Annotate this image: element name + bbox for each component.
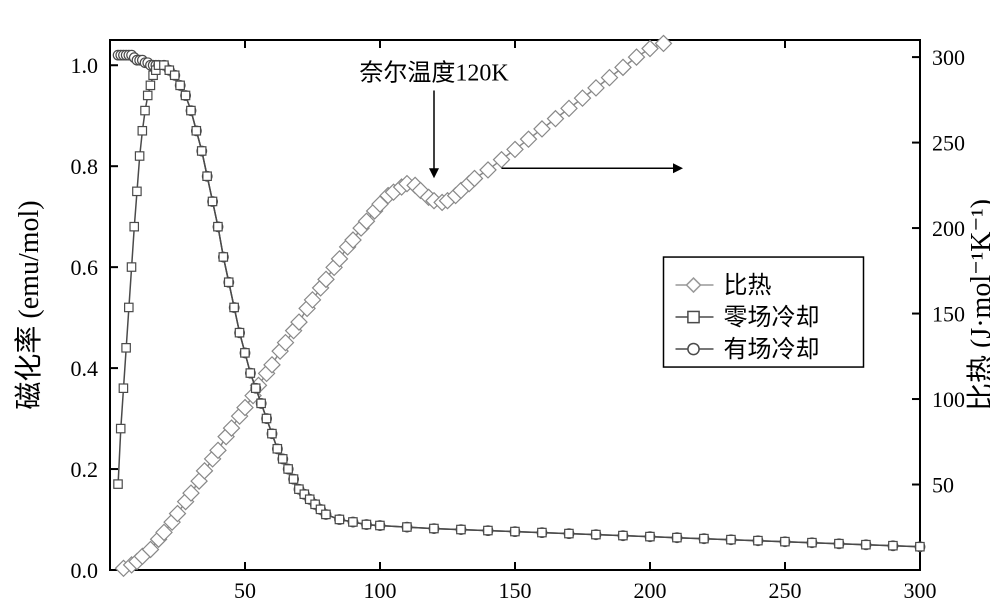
svg-text:比热: 比热 xyxy=(724,272,772,299)
svg-text:0.2: 0.2 xyxy=(71,457,99,482)
svg-text:150: 150 xyxy=(499,578,532,603)
svg-text:200: 200 xyxy=(932,216,965,241)
svg-text:0.6: 0.6 xyxy=(71,255,99,280)
svg-text:250: 250 xyxy=(769,578,802,603)
svg-text:零场冷却: 零场冷却 xyxy=(724,304,820,331)
svg-text:250: 250 xyxy=(932,131,965,156)
svg-text:0.4: 0.4 xyxy=(71,356,99,381)
svg-text:150: 150 xyxy=(932,302,965,327)
svg-text:磁化率 (emu/mol): 磁化率 (emu/mol) xyxy=(13,200,45,409)
svg-text:300: 300 xyxy=(932,45,965,70)
svg-text:200: 200 xyxy=(634,578,667,603)
svg-text:奈尔温度120K: 奈尔温度120K xyxy=(359,59,509,86)
svg-text:50: 50 xyxy=(932,473,954,498)
svg-text:100: 100 xyxy=(932,387,965,412)
svg-text:100: 100 xyxy=(364,578,397,603)
svg-text:0.0: 0.0 xyxy=(71,558,99,583)
svg-text:有场冷却: 有场冷却 xyxy=(724,336,820,363)
svg-text:50: 50 xyxy=(234,578,256,603)
svg-text:1.0: 1.0 xyxy=(71,53,99,78)
chart-container: 50 100 150 200 250 300 0.0 0.2 0.4 0.6 0.8 1.0 50 100… xyxy=(10,10,990,605)
svg-text:0.8: 0.8 xyxy=(71,154,99,179)
svg-text:比热 (J·mol⁻¹K⁻¹): 比热 (J·mol⁻¹K⁻¹) xyxy=(965,199,990,411)
svg-text:300: 300 xyxy=(904,578,937,603)
chart-svg: 50 100 150 200 250 300 0.0 0.2 0.4 0.6 0.8 1.0 50 100… xyxy=(10,10,990,605)
